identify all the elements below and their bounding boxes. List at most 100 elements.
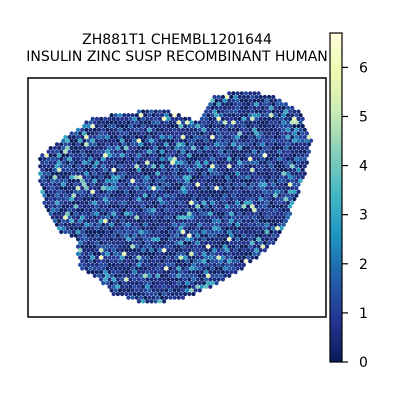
spot [124, 204, 129, 209]
spot [82, 138, 87, 143]
spot [239, 142, 244, 147]
spot [124, 175, 129, 180]
spot [96, 229, 102, 235]
spot [204, 277, 209, 282]
spot [99, 197, 104, 202]
spot [94, 138, 99, 143]
spot [52, 167, 58, 173]
spot [275, 160, 280, 165]
spot [227, 251, 232, 256]
spot [109, 273, 114, 278]
spot [218, 98, 223, 103]
spot [271, 116, 276, 121]
spot [103, 204, 108, 209]
spot [174, 182, 179, 187]
spot [170, 189, 175, 194]
spot [168, 244, 173, 249]
spot [233, 182, 238, 187]
spot [237, 197, 242, 202]
spot [128, 255, 133, 260]
spot [256, 237, 261, 242]
spot [96, 149, 102, 154]
spot [302, 171, 307, 176]
spot [101, 281, 106, 286]
spot [111, 145, 116, 151]
spot [101, 251, 106, 256]
spot [147, 178, 152, 183]
spot [246, 102, 251, 107]
spot [176, 295, 181, 300]
spot [294, 135, 299, 140]
spot [69, 204, 74, 209]
spot [290, 186, 295, 191]
spot [59, 215, 64, 220]
spot [164, 244, 169, 249]
spot [254, 240, 259, 246]
spot [210, 237, 215, 242]
spot [235, 266, 240, 271]
spot [252, 178, 257, 183]
spot [120, 226, 125, 231]
spot [164, 229, 169, 235]
spot [191, 160, 196, 165]
spot [86, 182, 91, 187]
spot [107, 204, 112, 209]
spot [153, 167, 158, 173]
spot [65, 167, 70, 173]
spot [269, 105, 274, 110]
spot [197, 164, 202, 169]
spot [170, 145, 175, 151]
spot [176, 288, 181, 293]
spot [130, 142, 135, 147]
spot [275, 226, 280, 231]
spot [145, 226, 150, 231]
spot [109, 156, 114, 162]
spot [275, 131, 280, 136]
spot [132, 153, 137, 158]
spot [218, 127, 223, 132]
spot [233, 248, 238, 253]
spot [78, 153, 83, 158]
spot [88, 208, 93, 213]
spot [206, 171, 211, 176]
spot [233, 167, 238, 173]
spot [155, 120, 160, 125]
spot [115, 218, 120, 224]
spot [151, 208, 156, 213]
spot [63, 164, 68, 169]
spot [183, 145, 188, 151]
spot [92, 135, 97, 140]
spot [204, 204, 209, 209]
spot [84, 127, 89, 132]
spot [231, 229, 236, 235]
spot [275, 175, 280, 180]
spot [124, 189, 129, 194]
spot [178, 145, 183, 151]
spot [111, 175, 116, 180]
spot [210, 120, 215, 125]
spot [134, 281, 139, 286]
spot [239, 120, 244, 125]
chart-title-line-1: ZH881T1 CHEMBL1201644 [82, 32, 272, 48]
spot [233, 218, 238, 224]
spot [162, 270, 167, 275]
spot [239, 193, 244, 198]
spot [138, 186, 144, 191]
spot [86, 153, 91, 158]
spot [250, 175, 255, 180]
spot [294, 149, 299, 154]
spot [193, 244, 198, 249]
spot [115, 233, 120, 238]
spot [250, 255, 255, 260]
spot [258, 131, 263, 136]
spot [122, 113, 127, 118]
spot [191, 167, 196, 173]
spot [235, 105, 240, 110]
spot [69, 153, 74, 158]
spot [256, 127, 261, 132]
spot [159, 251, 165, 256]
spot [218, 186, 223, 191]
spot [300, 131, 305, 136]
spot [239, 186, 244, 191]
spot [216, 277, 221, 282]
